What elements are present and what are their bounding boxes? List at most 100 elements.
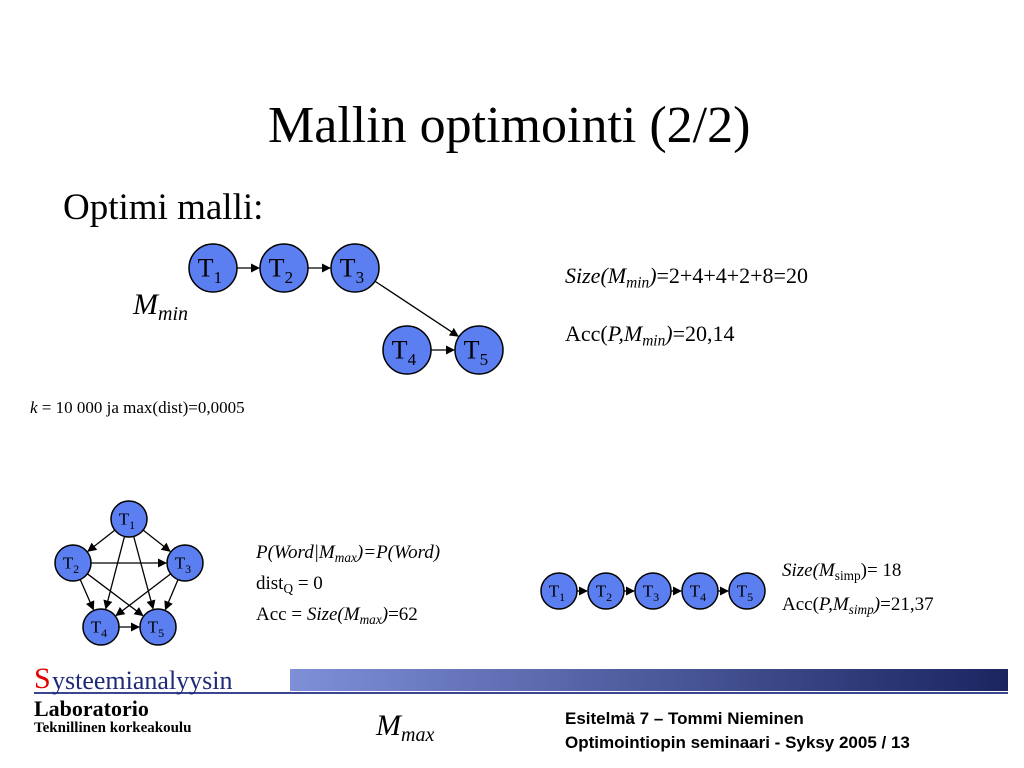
node-simp-t1: T1 (540, 572, 578, 610)
size-mmin-value: =2+4+4+2+8=20 (656, 263, 808, 288)
node-min-t4: T4 (382, 325, 432, 375)
dist-func: dist (256, 573, 284, 594)
node-circle (540, 572, 578, 610)
acc-mmax-close: ) (381, 604, 389, 625)
footer-gradient-bar (290, 669, 1008, 691)
logo-university: Teknillinen korkeakoulu (34, 720, 192, 736)
m-symbol: M (133, 288, 158, 321)
dist-sub: Q (283, 580, 294, 596)
acc-mmin-value: =20,14 (672, 321, 735, 346)
edge-max-t1-t2 (87, 529, 116, 552)
k-text: = 10 000 ja max(dist)=0,0005 (37, 398, 245, 417)
node-circle (681, 572, 719, 610)
logo-laboratorio: Laboratorio (34, 696, 149, 721)
m-max-subscript: max (401, 724, 435, 746)
node-circle (587, 572, 625, 610)
node-min-t2: T2 (259, 243, 309, 293)
p-word-sub: max (334, 549, 357, 565)
acc-msimp-args: P,M (818, 594, 849, 615)
node-label: T5 (148, 618, 164, 640)
logo-word: ysteemianalyysin (52, 666, 233, 695)
node-max-t1: T1 (110, 500, 148, 538)
node-circle (728, 572, 766, 610)
size-mmin-func: Size(M (565, 263, 627, 288)
node-max-t4: T4 (82, 608, 120, 646)
node-max-t2: T2 (54, 544, 92, 582)
acc-msimp-value: =21,37 (880, 594, 934, 615)
footer-band (34, 669, 1008, 694)
edge-max-t2-t5 (86, 573, 144, 617)
acc-mmax-text: Acc = Size(Mmax)=62 (256, 604, 418, 626)
node-circle (188, 243, 238, 293)
acc-mmin-args: P,M (607, 321, 643, 346)
node-label: T2 (63, 554, 79, 576)
edge-max-t3-t4 (115, 573, 172, 617)
edge-max-t1-t4 (103, 536, 126, 610)
node-circle (139, 608, 177, 646)
p-word-rest: )=P(Word) (356, 542, 441, 563)
edge-min-t3-t5 (374, 280, 459, 337)
m-min-label: Mmin (133, 288, 188, 324)
size-msimp-text: Size(Msimp)= 18 (782, 560, 901, 582)
node-label: T3 (643, 582, 659, 604)
size-msimp-sub: simp (834, 567, 861, 583)
node-label: T3 (340, 254, 364, 288)
node-label: T5 (737, 582, 753, 604)
size-mmin-sub: min (626, 274, 650, 292)
parameter-line: k = 10 000 ja max(dist)=0,0005 (30, 398, 245, 418)
m-max-label: Mmax (376, 709, 435, 746)
node-circle (54, 544, 92, 582)
node-circle (382, 325, 432, 375)
node-circle (634, 572, 672, 610)
k-variable: k (30, 398, 38, 417)
node-simp-t5: T5 (728, 572, 766, 610)
logo-s: S (34, 662, 51, 695)
size-mmin-close: ) (649, 263, 657, 288)
node-simp-t3: T3 (634, 572, 672, 610)
section-subtitle: Optimi malli: (63, 187, 264, 228)
acc-msimp-func: Acc( (782, 594, 819, 615)
p-word-text: P(Word|Mmax)=P(Word) (256, 542, 440, 564)
node-label: T4 (392, 336, 417, 370)
acc-mmin-sub: min (642, 332, 666, 350)
graph-edges (79, 263, 729, 632)
acc-mmax-sub: max (359, 611, 382, 627)
node-label: T1 (198, 254, 222, 288)
node-min-t5: T5 (454, 325, 504, 375)
acc-mmin-func: Acc( (565, 321, 608, 346)
acc-mmax-prefix: Acc = (256, 604, 307, 625)
node-circle (259, 243, 309, 293)
footer-line-2: Optimointiopin seminaari - Syksy 2005 / … (565, 733, 910, 752)
node-simp-t2: T2 (587, 572, 625, 610)
node-label: T1 (119, 510, 135, 532)
node-min-t3: T3 (330, 243, 380, 293)
edge-max-t1-t3 (142, 529, 171, 552)
node-max-t5: T5 (139, 608, 177, 646)
node-label: T2 (596, 582, 612, 604)
edge-max-t3-t5 (164, 579, 179, 611)
acc-mmax-value: =62 (388, 604, 418, 625)
node-circle (82, 608, 120, 646)
acc-msimp-sub: simp (848, 601, 874, 617)
node-label: T1 (549, 582, 565, 604)
node-label: T3 (175, 554, 191, 576)
node-min-t1: T1 (188, 243, 238, 293)
size-msimp-func: Size(M (782, 560, 835, 581)
node-label: T2 (269, 254, 293, 288)
node-simp-t4: T4 (681, 572, 719, 610)
node-label: T4 (690, 582, 706, 604)
page-title: Mallin optimointi (2/2) (268, 97, 751, 154)
node-label: T4 (91, 618, 107, 640)
acc-msimp-text: Acc(P,Msimp)=21,37 (782, 594, 934, 616)
acc-msimp-close: ) (873, 594, 881, 615)
acc-mmin-close: ) (665, 321, 673, 346)
node-max-t3: T3 (166, 544, 204, 582)
size-msimp-value: )= 18 (860, 560, 902, 581)
size-mmin-text: Size(Mmin)=2+4+4+2+8=20 (565, 263, 808, 292)
node-circle (330, 243, 380, 293)
node-circle (166, 544, 204, 582)
acc-mmax-func: Size(M (306, 604, 360, 625)
p-word-func: P(Word|M (256, 542, 335, 563)
graph-nodes: T1 T2 T3 T4 T5 T1 T2 T3 T4 T5 T1 T2 T3 T4 T5 (54, 243, 766, 646)
